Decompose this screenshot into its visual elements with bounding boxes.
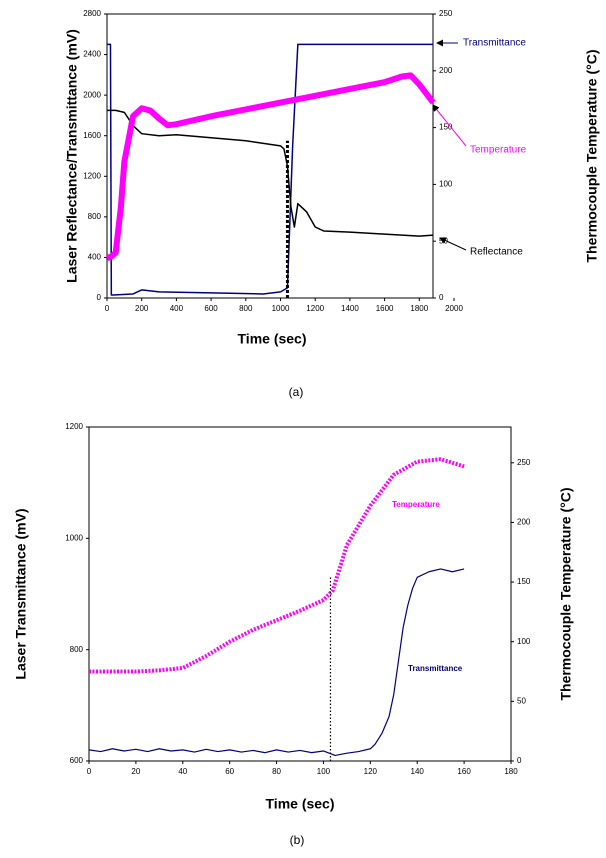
series-line (88, 568, 465, 757)
y2-tick-label: 200 (439, 66, 453, 75)
annotation-arrow (439, 237, 467, 251)
x-tick-label: 1600 (376, 304, 394, 313)
y2-tick-label: 200 (517, 518, 531, 527)
x-tick-label: 0 (105, 304, 110, 313)
series-line (89, 457, 465, 674)
y-tick-label: 800 (70, 645, 84, 654)
x-tick-label: 140 (411, 767, 425, 776)
series-annotation: Transmittance (463, 38, 526, 49)
y-tick-label: 0 (97, 293, 102, 302)
y2-axis-title: Thermocouple Temperature (°C) (558, 487, 574, 700)
x-tick-label: 1400 (341, 304, 359, 313)
y-tick-label: 1000 (65, 533, 83, 542)
series-annotation: Transmittance (408, 664, 463, 673)
series-line (107, 109, 434, 237)
x-tick-label: 0 (87, 767, 92, 776)
y2-tick-label: 50 (517, 696, 526, 705)
y2-tick-label: 100 (439, 180, 453, 189)
y2-tick-label: 0 (439, 293, 444, 302)
plot-frame (88, 426, 512, 762)
y2-tick-label: 150 (439, 123, 453, 132)
x-tick-label: 100 (317, 767, 331, 776)
x-tick-label: 2000 (445, 304, 463, 313)
y2-tick-label: 150 (517, 577, 531, 586)
x-tick-label: 60 (225, 767, 234, 776)
y-tick-label: 2400 (83, 50, 101, 59)
y-tick-label: 800 (88, 212, 102, 221)
x-tick-label: 120 (364, 767, 378, 776)
y-tick-label: 2000 (83, 90, 101, 99)
series-line (105, 72, 436, 261)
x-tick-label: 160 (457, 767, 471, 776)
series-line (107, 43, 434, 296)
x-tick-label: 600 (204, 304, 218, 313)
x-tick-label: 1200 (306, 304, 324, 313)
y2-tick-label: 250 (517, 458, 531, 467)
annotation-arrow (432, 104, 467, 147)
y2-tick-label: 250 (439, 9, 453, 18)
y2-axis-title: Thermocouple Temperature (°C) (584, 49, 600, 262)
x-tick-label: 80 (272, 767, 281, 776)
x-tick-label: 40 (178, 767, 187, 776)
x-tick-label: 1800 (410, 304, 428, 313)
x-tick-label: 200 (135, 304, 149, 313)
x-tick-label: 180 (504, 767, 518, 776)
y-tick-label: 400 (88, 253, 102, 262)
x-tick-label: 400 (170, 304, 184, 313)
y-tick-label: 2800 (83, 9, 101, 18)
x-axis-title: Time (sec) (238, 331, 307, 347)
x-axis-title: Time (sec) (266, 796, 335, 812)
series-annotation: Reflectance (470, 247, 523, 258)
y-tick-label: 1200 (65, 422, 83, 431)
caption: (a) (289, 385, 304, 399)
y-axis-title: Laser Reflectance/Transmittance (mV) (64, 29, 80, 283)
plot-frame (106, 13, 434, 299)
x-tick-label: 800 (239, 304, 253, 313)
x-tick-label: 20 (131, 767, 140, 776)
x-tick-label: 1000 (272, 304, 290, 313)
caption: (b) (290, 833, 305, 847)
y-tick-label: 1600 (83, 131, 101, 140)
y2-tick-label: 100 (517, 637, 531, 646)
y2-tick-label: 0 (517, 756, 522, 765)
y-tick-label: 1200 (83, 171, 101, 180)
y-axis-title: Laser Transmittance (mV) (13, 508, 29, 679)
y-tick-label: 600 (70, 756, 84, 765)
series-annotation: Temperature (392, 500, 440, 509)
series-annotation: Temperature (470, 145, 527, 156)
